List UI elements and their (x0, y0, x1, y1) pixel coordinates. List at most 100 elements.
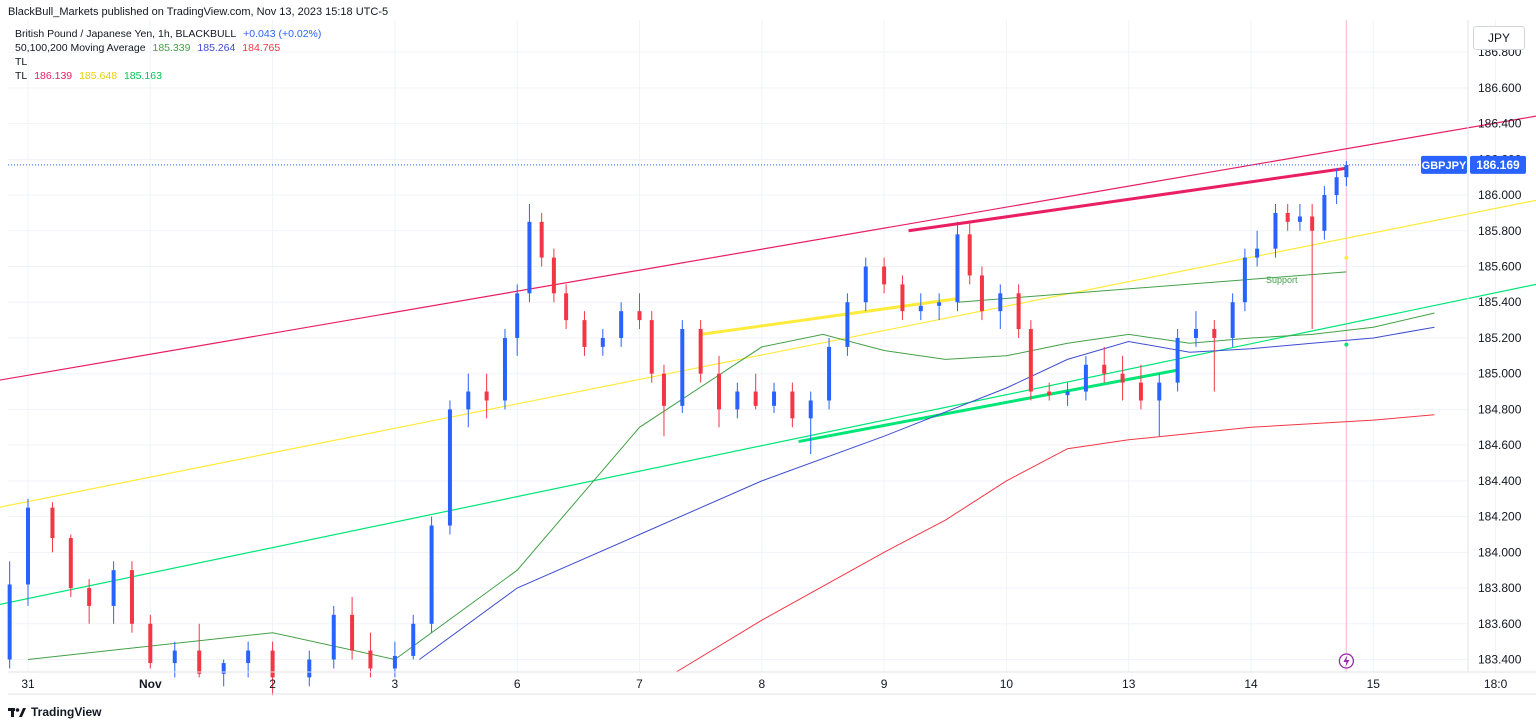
currency-button[interactable]: JPY (1473, 26, 1525, 50)
y-tick-label: 186.600 (1478, 81, 1522, 95)
candle-body (882, 266, 887, 285)
candle-body (26, 507, 30, 585)
candle-body (111, 570, 116, 606)
candle (551, 248, 556, 303)
candle (331, 605, 336, 669)
candle (197, 623, 202, 678)
candle (845, 293, 850, 356)
y-tick-label: 185.600 (1478, 260, 1522, 274)
candle (1065, 382, 1070, 406)
candle (661, 364, 666, 437)
candle (1255, 230, 1260, 267)
legend-ma: 50,100,200 Moving Average 185.339 185.26… (15, 42, 284, 54)
chart-grid (8, 20, 1497, 672)
candle-body (447, 409, 452, 526)
candle-body (827, 346, 832, 401)
candle-body (1028, 329, 1033, 392)
candle (680, 320, 685, 413)
x-tick-label: 9 (881, 677, 888, 691)
candle-body (918, 305, 923, 312)
candle-body (172, 650, 177, 664)
x-tick-label: 15 (1367, 677, 1381, 691)
candle-body (50, 507, 55, 539)
candle-body (331, 614, 336, 660)
candle (429, 516, 434, 633)
candle-body (564, 293, 569, 321)
trend-lines: Support (0, 115, 1536, 605)
candle (7, 561, 12, 669)
candle (649, 311, 654, 383)
resistance-segment (908, 166, 1347, 233)
candle-body (735, 391, 740, 410)
candle-body (1230, 302, 1235, 338)
support-segment (798, 368, 1178, 444)
candle (698, 320, 703, 383)
lightning-icon-bolt (1343, 655, 1350, 667)
candle (515, 284, 520, 356)
candle-body (1016, 293, 1021, 330)
candle-body (350, 614, 355, 651)
candle (979, 266, 984, 321)
candle (350, 596, 355, 660)
yellow-segment (700, 297, 958, 336)
y-tick-label: 184.400 (1478, 474, 1522, 488)
candle (1028, 320, 1033, 401)
candle-body (649, 320, 654, 374)
legend-ma50-value: 185.339 (152, 42, 191, 54)
candle (582, 311, 587, 356)
candle (270, 641, 275, 696)
candle (1310, 203, 1315, 330)
candle (882, 257, 887, 294)
candle-body (753, 391, 758, 406)
candle (221, 659, 226, 687)
trend-line (0, 199, 1536, 508)
candle-body (1212, 329, 1217, 338)
candle (111, 561, 116, 624)
candle (967, 221, 972, 285)
legend-tl-green-value: 185.163 (123, 70, 162, 82)
moving-average-line (419, 326, 1435, 660)
candle-body (845, 302, 850, 347)
candle-body (979, 275, 984, 312)
candle-body (1065, 391, 1070, 396)
candle-body (551, 257, 556, 294)
candle (735, 382, 740, 419)
candle (1297, 203, 1302, 231)
candle-body (87, 588, 92, 606)
candle-body (1344, 164, 1349, 178)
candle-body (246, 650, 251, 664)
candle (1157, 373, 1162, 437)
candle (411, 614, 416, 660)
candle-body (790, 391, 795, 419)
candle (600, 329, 605, 356)
candle (1212, 320, 1217, 392)
candle (772, 382, 777, 413)
candle (863, 257, 868, 312)
legend-tl2-label: TL (15, 70, 28, 82)
candle (1193, 311, 1198, 347)
y-tick-label: 185.200 (1478, 331, 1522, 345)
candle-body (900, 284, 905, 312)
candle-body (1102, 364, 1107, 374)
publisher-line: BlackBull_Markets published on TradingVi… (8, 6, 389, 18)
candle-body (1138, 382, 1143, 401)
y-tick-label: 186.000 (1478, 188, 1522, 202)
x-tick-label: 14 (1244, 677, 1258, 691)
candle (447, 400, 452, 535)
candle (1242, 248, 1247, 312)
candle-body (411, 623, 416, 656)
candle (368, 632, 373, 678)
candle (1138, 364, 1143, 410)
y-tick-label: 183.800 (1478, 581, 1522, 595)
candle-body (863, 266, 868, 303)
candle-body (600, 337, 605, 347)
legend-tl2: TL 186.139 185.648 185.163 (15, 70, 166, 82)
candle-body (270, 650, 275, 678)
lightning-icon[interactable] (1338, 653, 1355, 669)
candle (50, 502, 55, 553)
candle (937, 293, 942, 321)
candle-body (716, 373, 721, 410)
candle (998, 284, 1003, 330)
candle (87, 579, 92, 624)
